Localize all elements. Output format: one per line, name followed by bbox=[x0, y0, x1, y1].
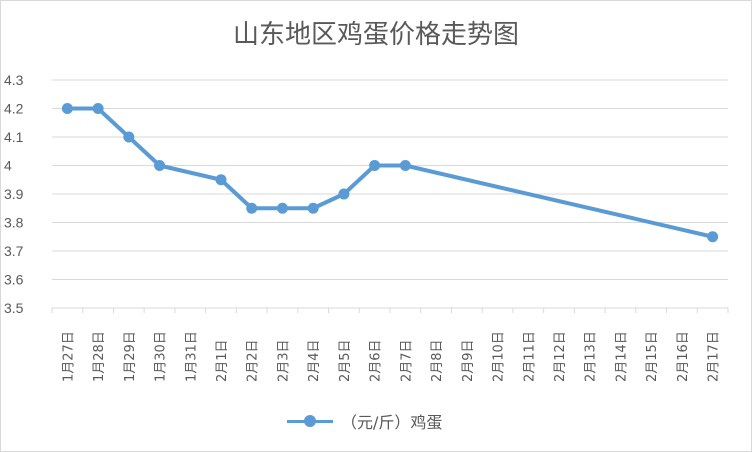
y-tick-label: 4.3 bbox=[4, 72, 24, 88]
y-tick-label: 3.9 bbox=[4, 186, 24, 202]
data-point bbox=[707, 231, 719, 243]
data-point bbox=[369, 160, 381, 171]
x-tick-label: 2月13日 bbox=[584, 331, 599, 382]
x-tick-label: 2月2日 bbox=[246, 339, 261, 382]
y-tick-label: 4.1 bbox=[4, 129, 24, 145]
x-tick-label: 1月30日 bbox=[154, 331, 169, 382]
x-tick-label: 2月10日 bbox=[492, 331, 507, 382]
y-tick-label: 3.7 bbox=[4, 243, 24, 259]
data-point bbox=[61, 103, 73, 114]
data-point bbox=[307, 202, 319, 214]
data-point bbox=[154, 160, 166, 171]
x-tick-label: 2月16日 bbox=[676, 331, 691, 382]
y-tick-label: 3.8 bbox=[4, 215, 24, 231]
legend-series-label: （元/斤）鸡蛋 bbox=[341, 413, 443, 432]
chart-legend: （元/斤）鸡蛋 bbox=[287, 409, 442, 433]
data-point bbox=[276, 202, 288, 214]
x-tick-label: 2月7日 bbox=[399, 339, 414, 382]
data-point bbox=[338, 188, 350, 200]
x-tick-label: 1月27日 bbox=[61, 331, 76, 382]
x-tick-label: 2月1日 bbox=[215, 339, 230, 382]
data-point bbox=[399, 160, 411, 171]
x-tick-label: 2月9日 bbox=[461, 339, 476, 382]
series-line bbox=[65, 106, 715, 239]
data-point bbox=[215, 174, 227, 186]
x-tick-label: 2月5日 bbox=[338, 339, 353, 382]
data-point bbox=[123, 131, 135, 143]
x-tick-label: 1月29日 bbox=[123, 331, 138, 382]
y-tick-label: 3.5 bbox=[4, 300, 24, 316]
y-tick-label: 4 bbox=[4, 158, 12, 174]
x-tick-label: 2月6日 bbox=[369, 339, 384, 382]
data-point bbox=[92, 103, 104, 114]
x-tick-label: 2月8日 bbox=[430, 339, 445, 382]
x-tick-label: 2月15日 bbox=[645, 331, 660, 382]
x-tick-label: 1月28日 bbox=[92, 331, 107, 382]
x-tick-label: 2月4日 bbox=[307, 339, 322, 382]
y-tick-label: 3.6 bbox=[4, 272, 24, 288]
legend-series-marker bbox=[287, 411, 333, 431]
x-tick-label: 2月14日 bbox=[614, 331, 629, 382]
x-tick-label: 2月3日 bbox=[276, 339, 291, 382]
x-tick-label: 2月12日 bbox=[553, 331, 568, 382]
x-tick-label: 2月11日 bbox=[522, 331, 537, 382]
x-tick-label: 1月31日 bbox=[184, 331, 199, 382]
x-tick-label: 2月17日 bbox=[707, 331, 722, 382]
chart-title: 山东地区鸡蛋价格走势图 bbox=[232, 20, 519, 50]
y-tick-label: 4.2 bbox=[4, 101, 24, 117]
data-point bbox=[246, 202, 258, 214]
